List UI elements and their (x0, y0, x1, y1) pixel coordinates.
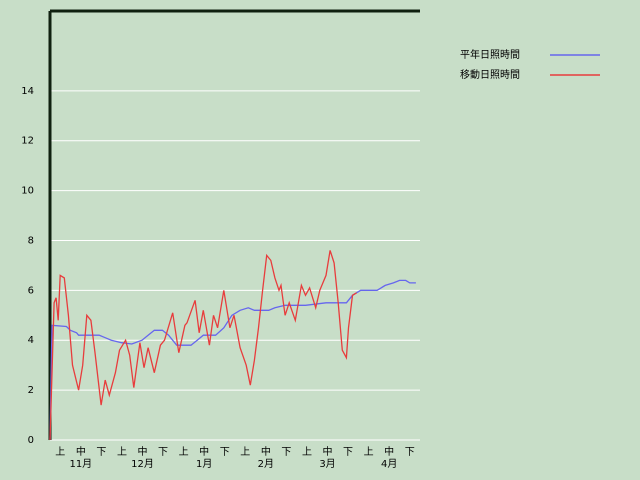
month-label: 11月 (69, 458, 92, 470)
y-tick-label: 6 (28, 285, 34, 296)
y-tick-label: 4 (28, 335, 34, 346)
data-line (49, 250, 357, 441)
data-line (49, 279, 416, 441)
x-tick-label: 上 (364, 446, 374, 458)
x-tick-label: 下 (343, 447, 353, 458)
x-tick-label: 上 (179, 446, 189, 458)
y-tick-label: 0 (28, 435, 34, 446)
x-tick-label: 中 (323, 445, 333, 458)
x-tick-label: 下 (220, 447, 230, 458)
legend-label: 平年日照時間 (460, 48, 520, 61)
y-tick-label: 12 (21, 136, 34, 147)
x-tick-label: 中 (199, 445, 209, 458)
month-label: 12月 (131, 458, 154, 470)
x-tick-label: 下 (96, 447, 106, 458)
x-tick-label: 下 (158, 447, 168, 458)
x-tick-label: 中 (261, 445, 271, 458)
x-tick-label: 上 (302, 446, 312, 458)
month-label: 3月 (319, 458, 335, 470)
x-tick-label: 上 (117, 446, 127, 458)
month-label: 1月 (196, 458, 212, 470)
y-tick-label: 8 (28, 235, 34, 246)
y-tick-label: 10 (21, 186, 34, 197)
month-label: 2月 (258, 458, 274, 470)
y-tick-label: 14 (21, 86, 34, 97)
x-tick-label: 下 (405, 447, 415, 458)
x-tick-label: 上 (55, 446, 65, 458)
x-tick-label: 中 (76, 445, 86, 458)
y-tick-label: 2 (28, 385, 34, 396)
x-tick-label: 中 (384, 445, 394, 458)
legend-label: 移動日照時間 (460, 68, 520, 81)
x-tick-label: 上 (240, 446, 250, 458)
month-label: 4月 (381, 458, 397, 470)
x-tick-label: 中 (138, 445, 148, 458)
x-tick-label: 下 (281, 447, 291, 458)
